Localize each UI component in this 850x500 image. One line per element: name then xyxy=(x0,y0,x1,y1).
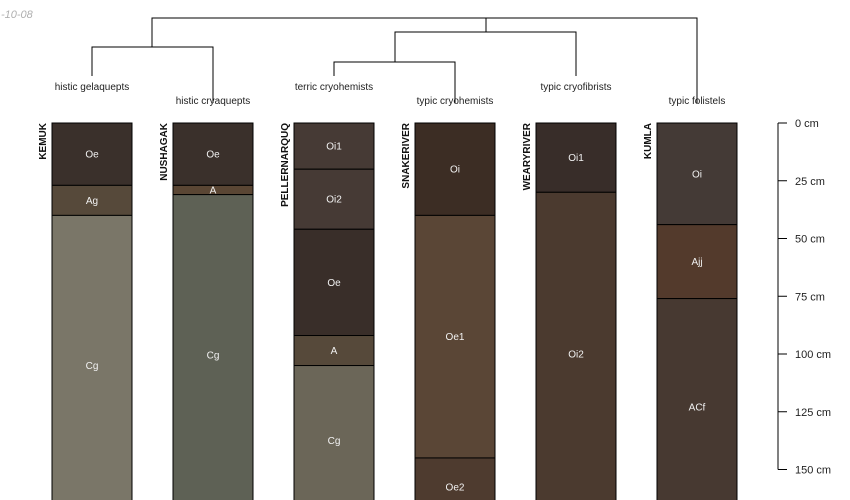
horizon-label: A xyxy=(210,185,217,196)
horizon xyxy=(656,224,738,300)
depth-tick-label: 125 cm xyxy=(795,407,831,419)
horizon xyxy=(535,122,617,193)
horizon xyxy=(51,122,133,186)
horizon-label: Oe2 xyxy=(446,482,465,493)
horizon-label: Oi xyxy=(692,169,702,180)
depth-tick-label: 50 cm xyxy=(795,234,825,246)
site-label: NUSHAGAK xyxy=(159,122,170,181)
horizon xyxy=(535,191,617,500)
dendro-branch-root xyxy=(151,17,698,103)
horizon-label: Cg xyxy=(207,351,220,362)
site-label: KEMUK xyxy=(38,122,49,159)
taxon-label: typic cryofibrists xyxy=(540,82,611,93)
horizon xyxy=(414,457,496,500)
taxon-label: typic folistels xyxy=(669,96,726,107)
horizon-label: Oe xyxy=(85,150,99,161)
horizon-label: Oe1 xyxy=(446,332,465,343)
profile-kumla: typic folistels KUMLA Oi Ajj ACf xyxy=(643,96,738,500)
horizon xyxy=(293,122,375,170)
site-label: KUMLA xyxy=(643,123,654,159)
horizon-label: Cg xyxy=(328,436,341,447)
profile-pellernarquq: terric cryohemists PELLERNARQUQ Oi1 Oi2 Oe A C… xyxy=(280,82,375,500)
taxon-label: terric cryohemists xyxy=(295,82,373,93)
taxon-label: histic gelaquepts xyxy=(55,82,130,93)
horizon-label: Oe xyxy=(327,278,341,289)
horizon xyxy=(414,214,496,459)
horizon xyxy=(656,298,738,500)
horizon-label: Cg xyxy=(86,361,99,372)
horizon-label: Oi2 xyxy=(568,350,584,361)
site-label: PELLERNARQUQ xyxy=(280,123,291,207)
depth-axis: 0 cm 25 cm 50 cm 75 cm 100 cm 125 cm 150 cm xyxy=(777,118,831,477)
horizon xyxy=(172,194,254,500)
horizon xyxy=(293,365,375,500)
horizon-label: A xyxy=(331,346,338,357)
dendrogram xyxy=(91,17,698,103)
depth-tick-label: 75 cm xyxy=(795,291,825,303)
horizon-label: Oi1 xyxy=(326,142,342,153)
dendro-branch-weary xyxy=(394,31,577,76)
horizon-label: Oi1 xyxy=(568,153,584,164)
horizon-label: Oi2 xyxy=(326,195,342,206)
horizon xyxy=(293,228,375,337)
dendro-branch-kemuk-nushagak xyxy=(91,46,214,103)
horizon-label: ACf xyxy=(689,403,706,414)
horizon-label: Ag xyxy=(86,196,98,207)
taxon-label: typic cryohemists xyxy=(417,96,494,107)
horizon xyxy=(414,122,496,216)
horizon xyxy=(51,214,133,500)
taxon-label: histic cryaquepts xyxy=(176,96,250,107)
horizon-label: Ajj xyxy=(691,257,702,268)
profile-nushagak: histic cryaquepts NUSHAGAK Oe A Cg xyxy=(159,96,254,500)
depth-tick-label: 100 cm xyxy=(795,349,831,361)
depth-tick-label: 150 cm xyxy=(795,465,831,477)
site-label: WEARYRIVER xyxy=(522,122,533,190)
site-label: SNAKERIVER xyxy=(401,122,412,188)
horizon-label: Oi xyxy=(450,165,460,176)
date-label: -10-08 xyxy=(1,9,34,21)
depth-tick-label: 0 cm xyxy=(795,118,819,130)
horizon-label: Oe xyxy=(206,150,220,161)
horizon xyxy=(293,335,375,367)
profile-kemuk: histic gelaquepts KEMUK Oe Ag Cg xyxy=(38,82,133,500)
profile-snakeriver: typic cryohemists SNAKERIVER Oi Oe1 Oe2 xyxy=(401,96,496,500)
profile-wearyriver: typic cryofibrists WEARYRIVER Oi1 Oi2 xyxy=(522,82,617,500)
horizon xyxy=(293,168,375,230)
horizon xyxy=(172,122,254,186)
depth-tick-label: 25 cm xyxy=(795,176,825,188)
horizon xyxy=(656,122,738,226)
